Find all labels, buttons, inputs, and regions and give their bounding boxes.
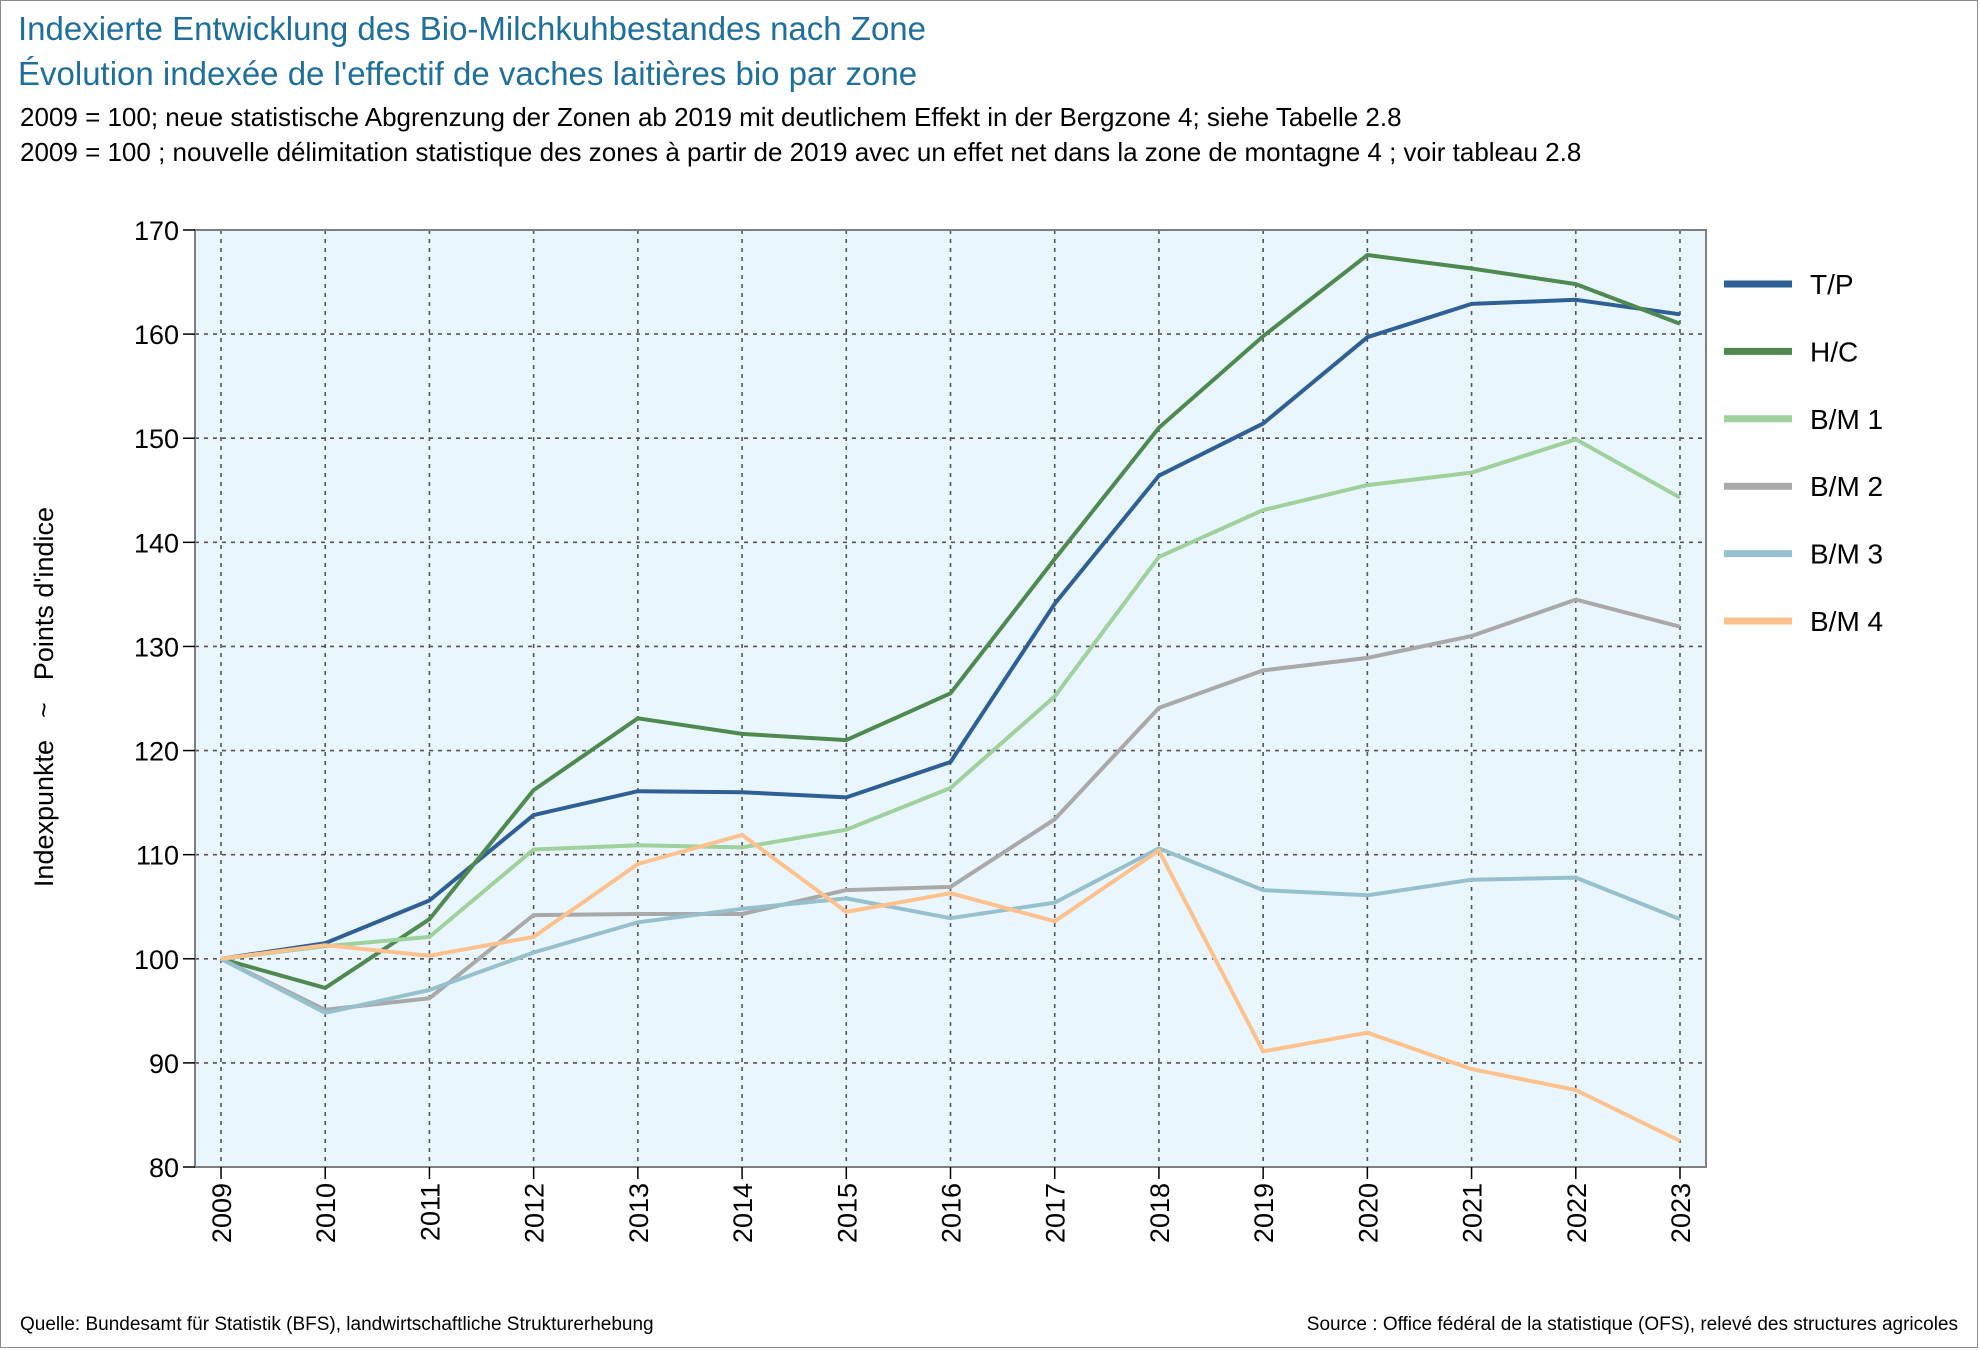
y-axis-label-separator: ~	[29, 702, 59, 718]
legend-label: H/C	[1810, 336, 1858, 367]
x-tick-label: 2019	[1249, 1183, 1279, 1243]
series-line-b-m-3	[220, 846, 1681, 1015]
series-line-b-m-2	[220, 597, 1681, 1012]
x-tick-label: 2011	[415, 1183, 445, 1241]
y-tick-label: 150	[134, 424, 179, 454]
y-axis-label-french: Points d'indice	[29, 507, 59, 680]
y-tick-label: 110	[136, 841, 179, 871]
x-tick-label: 2021	[1458, 1183, 1488, 1243]
x-tick-label: 2012	[520, 1183, 550, 1243]
y-tick-label: 120	[134, 737, 179, 767]
chart-title-french: Évolution indexée de l'effectif de vache…	[18, 55, 918, 92]
gridlines	[195, 229, 1706, 1168]
y-tick-label: 130	[134, 632, 179, 662]
x-tick-label: 2016	[937, 1183, 967, 1243]
series-line-t-p	[220, 297, 1681, 961]
x-tick-label: 2023	[1666, 1183, 1696, 1243]
source-german: Quelle: Bundesamt für Statistik (BFS), l…	[20, 1314, 654, 1335]
legend-label: B/M 1	[1810, 404, 1883, 435]
y-tick-label: 80	[149, 1153, 179, 1183]
y-axis-label-german: Indexpunkte	[29, 740, 59, 887]
x-tick-label: 2020	[1353, 1183, 1383, 1243]
x-tick-label: 2009	[207, 1183, 237, 1243]
legend-label: B/M 2	[1810, 471, 1883, 502]
x-tick-label: 2017	[1041, 1183, 1071, 1243]
source-french: Source : Office fédéral de la statistiqu…	[1306, 1314, 1958, 1335]
legend-label: B/M 3	[1810, 539, 1883, 570]
y-tick-label: 160	[134, 320, 179, 350]
x-tick-label: 2014	[728, 1183, 758, 1243]
axes: 80 90 100 110 120 130 140 150 160 170 2009 2010 2011…	[134, 216, 1696, 1243]
y-tick-label: 100	[134, 945, 179, 975]
x-tick-label: 2018	[1145, 1183, 1175, 1243]
series-line-b-m-1	[220, 437, 1681, 961]
y-tick-label: 170	[134, 216, 179, 246]
x-tick-label: 2015	[832, 1183, 862, 1243]
x-tick-label: 2022	[1562, 1183, 1592, 1243]
chart-title-german: Indexierte Entwicklung des Bio-Milchkuhb…	[18, 10, 927, 47]
chart-subtitle-french: 2009 = 100 ; nouvelle délimitation stati…	[20, 137, 1582, 167]
series-line-b-m-4	[220, 832, 1681, 1143]
x-tick-label: 2013	[624, 1183, 654, 1243]
y-tick-label: 140	[134, 528, 179, 558]
series-line-h-c	[220, 253, 1681, 990]
legend-label: T/P	[1810, 269, 1854, 300]
legend-label: B/M 4	[1810, 606, 1883, 637]
series-layer	[220, 253, 1681, 1143]
y-axis-label: Indexpunkte ~ Points d'indice	[29, 507, 59, 887]
x-tick-label: 2010	[311, 1183, 341, 1243]
legend: T/P H/C B/M 1 B/M 2 B/M 3 B/M 4	[1724, 269, 1883, 637]
chart-subtitle-german: 2009 = 100; neue statistische Abgrenzung…	[20, 102, 1402, 132]
y-tick-label: 90	[149, 1049, 179, 1079]
